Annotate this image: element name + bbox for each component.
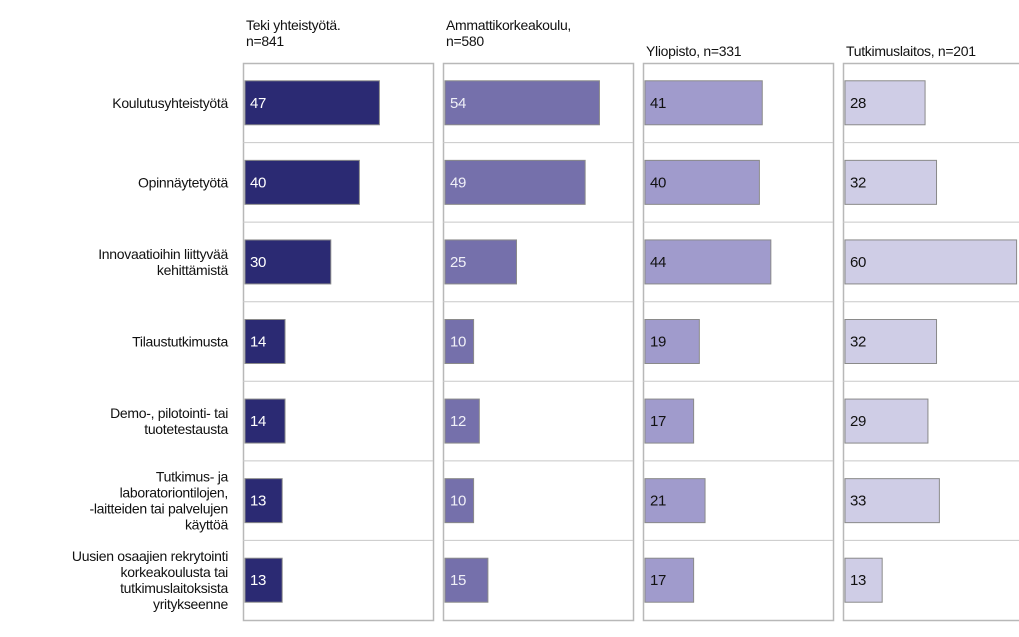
bar	[244, 478, 283, 524]
value-label: 30	[250, 254, 266, 271]
bar	[644, 80, 763, 126]
bar	[244, 159, 360, 205]
bar	[244, 239, 332, 285]
panel-frame	[242, 62, 435, 622]
bar	[844, 159, 938, 205]
value-label: 17	[650, 413, 666, 430]
series-header: Yliopisto, n=331	[646, 43, 742, 59]
panel-frame	[442, 62, 635, 622]
value-label: 17	[650, 572, 666, 589]
category-label: Opinnäytetyötä	[138, 174, 228, 190]
value-label: 29	[850, 413, 866, 430]
series-header: Tutkimuslaitos, n=201	[846, 43, 976, 59]
bar	[644, 478, 706, 524]
value-label: 13	[250, 493, 266, 510]
bar	[844, 319, 938, 364]
bar	[244, 398, 286, 444]
category-label: Demo-, pilotointi- tai tuotetestausta	[110, 405, 228, 437]
value-label: 13	[250, 572, 266, 589]
bar	[244, 557, 283, 603]
value-label: 41	[650, 95, 666, 112]
value-label: 32	[850, 174, 866, 191]
value-label: 25	[450, 254, 466, 271]
bar	[844, 398, 929, 444]
bar	[444, 159, 586, 205]
value-label: 44	[650, 254, 666, 271]
value-label: 12	[450, 413, 466, 430]
bar	[444, 398, 480, 444]
bar	[444, 478, 475, 524]
category-label: Tilaustutkimusta	[132, 334, 228, 350]
bar	[844, 478, 940, 524]
bar	[644, 398, 695, 444]
panel-frame	[642, 62, 835, 622]
bar	[844, 239, 1018, 285]
bar	[644, 319, 700, 364]
bar	[244, 80, 380, 126]
value-label: 28	[850, 95, 866, 112]
category-label: Innovaatioihin liittyvää kehittämistä	[98, 246, 228, 278]
value-label: 33	[850, 493, 866, 510]
bar	[244, 319, 286, 364]
value-label: 13	[850, 572, 866, 589]
value-label: 47	[250, 95, 266, 112]
category-label: Uusien osaajien rekrytointi korkeakoulust…	[72, 548, 229, 612]
value-label: 21	[650, 493, 666, 510]
bar	[844, 557, 883, 603]
value-label: 40	[650, 174, 666, 191]
value-label: 40	[250, 174, 266, 191]
bar	[644, 159, 760, 205]
value-label: 32	[850, 333, 866, 350]
value-label: 15	[450, 572, 466, 589]
bar	[444, 239, 517, 285]
value-label: 49	[450, 174, 466, 191]
bar	[444, 80, 600, 126]
value-label: 10	[450, 493, 466, 510]
value-label: 60	[850, 254, 866, 271]
series-header: Ammattikorkeakoulu, n=580	[446, 17, 571, 49]
value-label: 10	[450, 333, 466, 350]
value-label: 14	[250, 413, 266, 430]
bar	[844, 80, 926, 126]
value-label: 14	[250, 333, 266, 350]
series-header: Teki yhteistyötä. n=841	[246, 17, 341, 49]
bar	[644, 557, 695, 603]
bar	[444, 319, 475, 364]
category-label: Tutkimus- ja laboratoriontilojen, -laittei…	[89, 469, 228, 533]
bar	[644, 239, 772, 285]
category-label: Koulutusyhteistyötä	[112, 95, 228, 111]
value-label: 19	[650, 333, 666, 350]
panel-frame	[842, 62, 1019, 622]
bar	[444, 557, 489, 603]
value-label: 54	[450, 95, 466, 112]
